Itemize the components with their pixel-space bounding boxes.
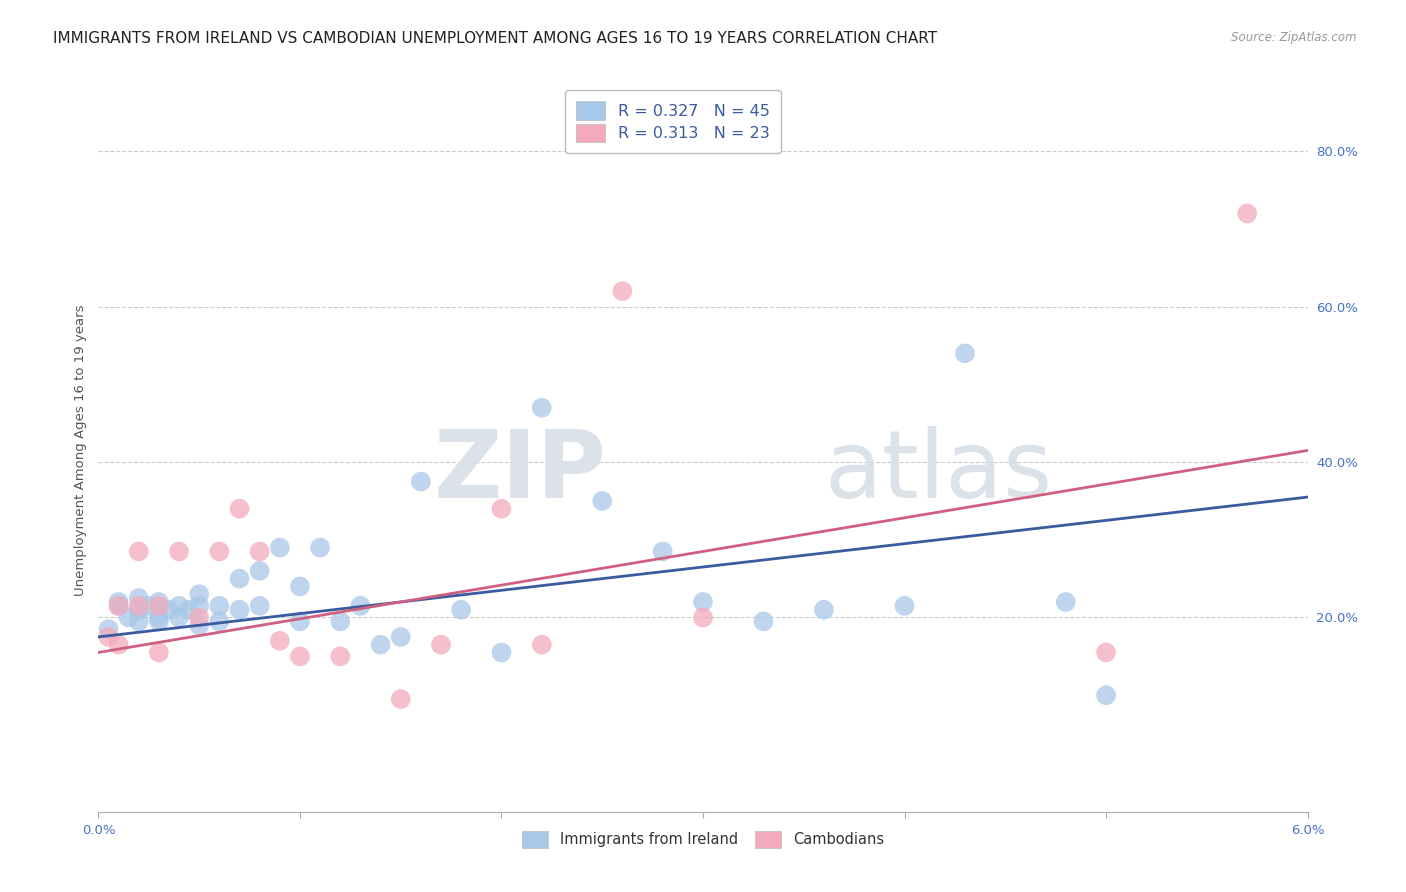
Point [118, 610, 141, 624]
Point [591, 494, 613, 508]
Point [107, 599, 129, 613]
Point [148, 615, 170, 629]
Point [148, 599, 170, 613]
Point [128, 544, 150, 558]
Point [128, 603, 150, 617]
Point [530, 638, 553, 652]
Point [157, 603, 180, 617]
Point [128, 591, 150, 605]
Point [430, 638, 453, 652]
Point [128, 615, 150, 629]
Point [1054, 595, 1077, 609]
Point [288, 579, 311, 593]
Point [107, 595, 129, 609]
Point [208, 544, 231, 558]
Point [1095, 645, 1118, 659]
Point [228, 603, 250, 617]
Point [491, 501, 513, 516]
Point [179, 603, 201, 617]
Point [188, 599, 211, 613]
Point [389, 630, 412, 644]
Point [349, 599, 371, 613]
Point [893, 599, 915, 613]
Point [249, 544, 271, 558]
Point [148, 595, 170, 609]
Point [208, 599, 231, 613]
Point [530, 401, 553, 415]
Point [107, 599, 129, 613]
Point [1095, 688, 1118, 702]
Point [329, 649, 352, 664]
Point [188, 587, 211, 601]
Point [269, 541, 291, 555]
Point [651, 544, 673, 558]
Point [389, 692, 412, 706]
Point [1236, 206, 1258, 220]
Point [148, 645, 170, 659]
Point [228, 572, 250, 586]
Point [249, 599, 271, 613]
Point [167, 544, 190, 558]
Point [752, 615, 775, 629]
Point [692, 610, 714, 624]
Point [288, 649, 311, 664]
Point [208, 615, 231, 629]
Text: ZIP: ZIP [433, 426, 606, 518]
Point [370, 638, 392, 652]
Point [692, 595, 714, 609]
Point [167, 599, 190, 613]
Point [612, 284, 634, 298]
Point [409, 475, 432, 489]
Point [97, 622, 120, 636]
Point [188, 610, 211, 624]
Point [329, 615, 352, 629]
Point [491, 645, 513, 659]
Point [228, 501, 250, 516]
Point [138, 599, 160, 613]
Point [953, 346, 976, 360]
Text: Source: ZipAtlas.com: Source: ZipAtlas.com [1232, 31, 1357, 45]
Point [813, 603, 835, 617]
Point [269, 633, 291, 648]
Y-axis label: Unemployment Among Ages 16 to 19 years: Unemployment Among Ages 16 to 19 years [75, 305, 87, 596]
Legend: Immigrants from Ireland, Cambodians: Immigrants from Ireland, Cambodians [513, 822, 893, 856]
Text: IMMIGRANTS FROM IRELAND VS CAMBODIAN UNEMPLOYMENT AMONG AGES 16 TO 19 YEARS CORR: IMMIGRANTS FROM IRELAND VS CAMBODIAN UNE… [53, 31, 938, 46]
Point [249, 564, 271, 578]
Point [128, 599, 150, 613]
Text: atlas: atlas [824, 426, 1052, 518]
Point [107, 638, 129, 652]
Point [450, 603, 472, 617]
Point [288, 615, 311, 629]
Point [148, 610, 170, 624]
Point [167, 610, 190, 624]
Point [97, 630, 120, 644]
Point [309, 541, 332, 555]
Point [188, 618, 211, 632]
